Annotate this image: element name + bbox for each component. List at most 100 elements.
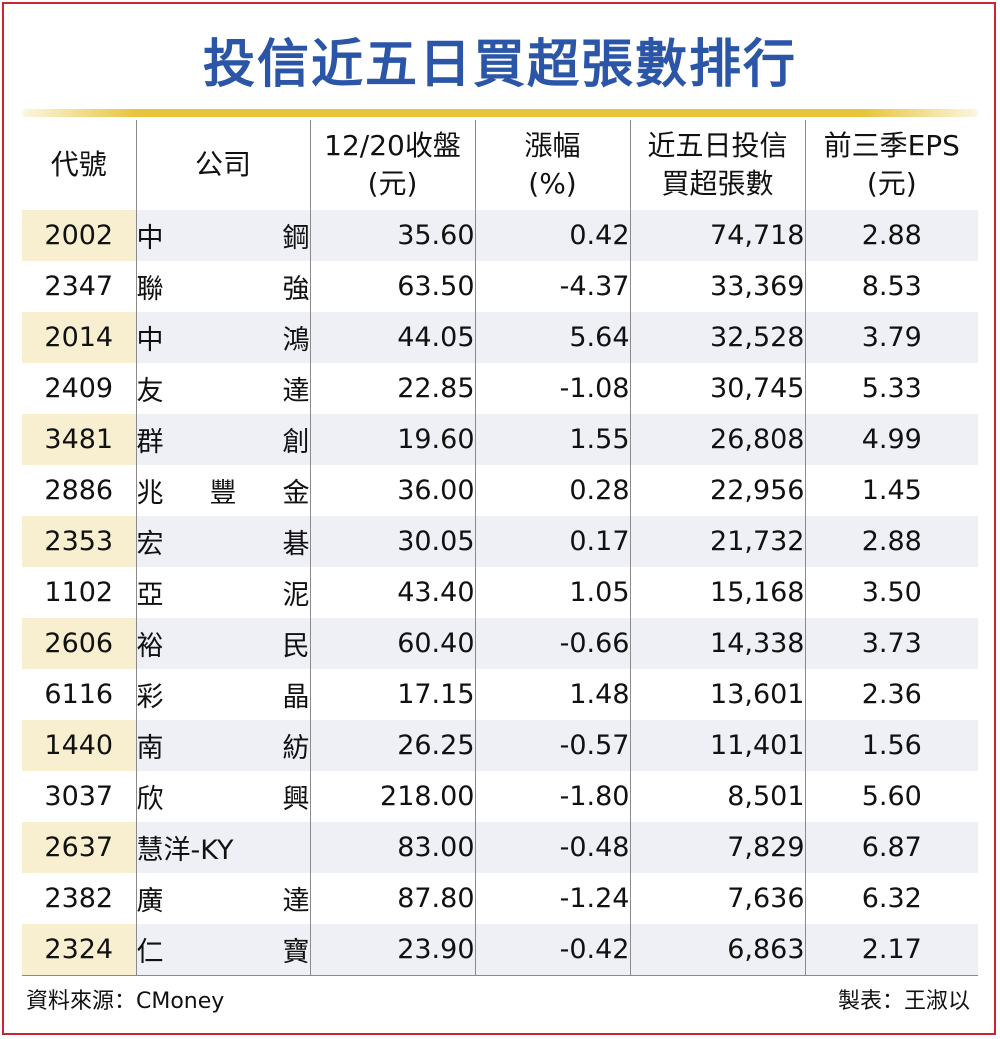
company-name-part: 紡 <box>282 733 310 764</box>
company-name: 廣達 <box>135 873 310 924</box>
eps-value: 6.87 <box>804 822 978 873</box>
eps-value: 3.50 <box>804 567 978 618</box>
change-percent: 1.48 <box>474 669 630 720</box>
company-name-part: 創 <box>282 427 310 458</box>
company-name-part: 泥 <box>282 580 310 611</box>
company-name: 仁寶 <box>135 924 310 975</box>
company-name: 南紡 <box>135 720 310 771</box>
stock-code: 2002 <box>22 210 136 261</box>
eps-value: 2.36 <box>804 669 978 720</box>
company-name: 群創 <box>135 414 310 465</box>
company-name-part: 碁 <box>282 529 310 560</box>
closing-price: 22.85 <box>309 363 475 414</box>
table-row: 2637 慧洋-KY 83.00 -0.48 7,829 6.87 <box>22 822 978 873</box>
company-name: 友達 <box>135 363 310 414</box>
company-name: 聯強 <box>135 261 310 312</box>
company-name: 欣興 <box>135 771 310 822</box>
eps-value: 3.79 <box>804 312 978 363</box>
stock-code: 2886 <box>44 475 114 506</box>
company-name-part: 金 <box>282 478 310 509</box>
table-row: 2014 中鴻 44.05 5.64 32,528 3.79 <box>22 312 978 363</box>
company-name-part: 寶 <box>282 937 310 968</box>
table-row: 2324 仁寶 23.90 -0.42 6,863 2.17 <box>22 924 978 975</box>
stock-code: 2606 <box>22 618 136 669</box>
company-name-part: 慧洋-KY <box>136 835 234 866</box>
stock-code: 1102 <box>44 577 114 608</box>
change-percent: -0.48 <box>474 822 630 873</box>
company-name-part: 廣 <box>136 886 164 917</box>
change-percent: -0.42 <box>474 924 630 975</box>
change-percent: -0.57 <box>474 720 630 771</box>
page-title: 投信近五日買超張數排行 <box>202 35 797 95</box>
table-row: 3481 群創 19.60 1.55 26,808 4.99 <box>22 414 978 465</box>
stock-code: 3037 <box>44 781 114 812</box>
company-name: 中鋼 <box>135 210 310 261</box>
footer-divider <box>22 975 978 976</box>
change-percent: -4.37 <box>474 261 630 312</box>
closing-price: 17.15 <box>309 669 475 720</box>
eps-value: 3.73 <box>804 618 978 669</box>
net-buy-volume: 6,863 <box>629 924 805 975</box>
table-row: 2353 宏碁 30.05 0.17 21,732 2.88 <box>22 516 978 567</box>
header-row: 代號 公司 12/20收盤 (元) 漲幅 (%) 近五日投信 買超張數 前三季EPS(… <box>22 120 978 210</box>
stock-code: 2637 <box>22 822 136 873</box>
net-buy-volume: 32,528 <box>629 312 805 363</box>
table-row: 2606 裕民 60.40 -0.66 14,338 3.73 <box>22 618 978 669</box>
eps-value: 5.33 <box>804 363 978 414</box>
closing-price: 23.90 <box>309 924 475 975</box>
closing-price: 87.80 <box>309 873 475 924</box>
eps-value: 5.60 <box>804 771 978 822</box>
eps-value: 1.56 <box>804 720 978 771</box>
table-row: 2382 廣達 87.80 -1.24 7,636 6.32 <box>22 873 978 924</box>
eps-value: 2.88 <box>804 210 978 261</box>
company-name-part: 仁 <box>136 937 164 968</box>
company-name-part: 鋼 <box>282 223 310 254</box>
eps-value: 8.53 <box>804 261 978 312</box>
source-note: 資料來源：CMoney <box>26 989 225 1014</box>
net-buy-volume: 22,956 <box>629 465 805 516</box>
closing-price: 83.00 <box>309 822 475 873</box>
company-name-part: 達 <box>282 886 310 917</box>
company-name-part: 民 <box>282 631 310 662</box>
company-name-part: 強 <box>282 274 310 305</box>
net-buy-volume: 8,501 <box>629 771 805 822</box>
company-name-part: 宏 <box>136 529 164 560</box>
change-percent: -1.08 <box>474 363 630 414</box>
change-percent: -1.24 <box>474 873 630 924</box>
company-name-part: 中 <box>136 325 164 356</box>
net-buy-volume: 14,338 <box>629 618 805 669</box>
company-name-part: 聯 <box>136 274 164 305</box>
change-percent: -0.66 <box>474 618 630 669</box>
change-percent: 0.17 <box>474 516 630 567</box>
net-buy-volume: 11,401 <box>629 720 805 771</box>
company-name-part: 鴻 <box>282 325 310 356</box>
table-row: 2347 聯強 63.50 -4.37 33,369 8.53 <box>22 261 978 312</box>
closing-price: 63.50 <box>309 261 475 312</box>
stock-code: 1440 <box>22 720 136 771</box>
title-underline <box>22 109 978 117</box>
company-name-part: 晶 <box>282 682 310 713</box>
closing-price: 30.05 <box>309 516 475 567</box>
company-name-part: 興 <box>282 784 310 815</box>
header-eps: 前三季EPS (元) <box>804 120 978 210</box>
header-change: 漲幅 (%) <box>474 120 630 210</box>
net-buy-volume: 74,718 <box>629 210 805 261</box>
company-name-part: 南 <box>136 733 164 764</box>
stock-code: 2324 <box>22 924 136 975</box>
header-close: 12/20收盤 (元) <box>309 120 475 210</box>
table-row: 2002 中鋼 35.60 0.42 74,718 2.88 <box>22 210 978 261</box>
net-buy-volume: 21,732 <box>629 516 805 567</box>
maker-note: 製表：王淑以 <box>837 989 970 1014</box>
company-name-part: 群 <box>136 427 164 458</box>
stock-code: 2347 <box>44 271 114 302</box>
table-row: 1102 亞泥 43.40 1.05 15,168 3.50 <box>22 567 978 618</box>
ranking-table: 代號 公司 12/20收盤 (元) 漲幅 (%) 近五日投信 買超張數 前三季EPS(… <box>22 120 978 975</box>
company-name: 亞泥 <box>135 567 310 618</box>
company-name: 裕民 <box>135 618 310 669</box>
change-percent: 1.55 <box>474 414 630 465</box>
change-percent: 0.28 <box>474 465 630 516</box>
company-name-part: 達 <box>282 376 310 407</box>
closing-price: 44.05 <box>309 312 475 363</box>
closing-price: 19.60 <box>309 414 475 465</box>
